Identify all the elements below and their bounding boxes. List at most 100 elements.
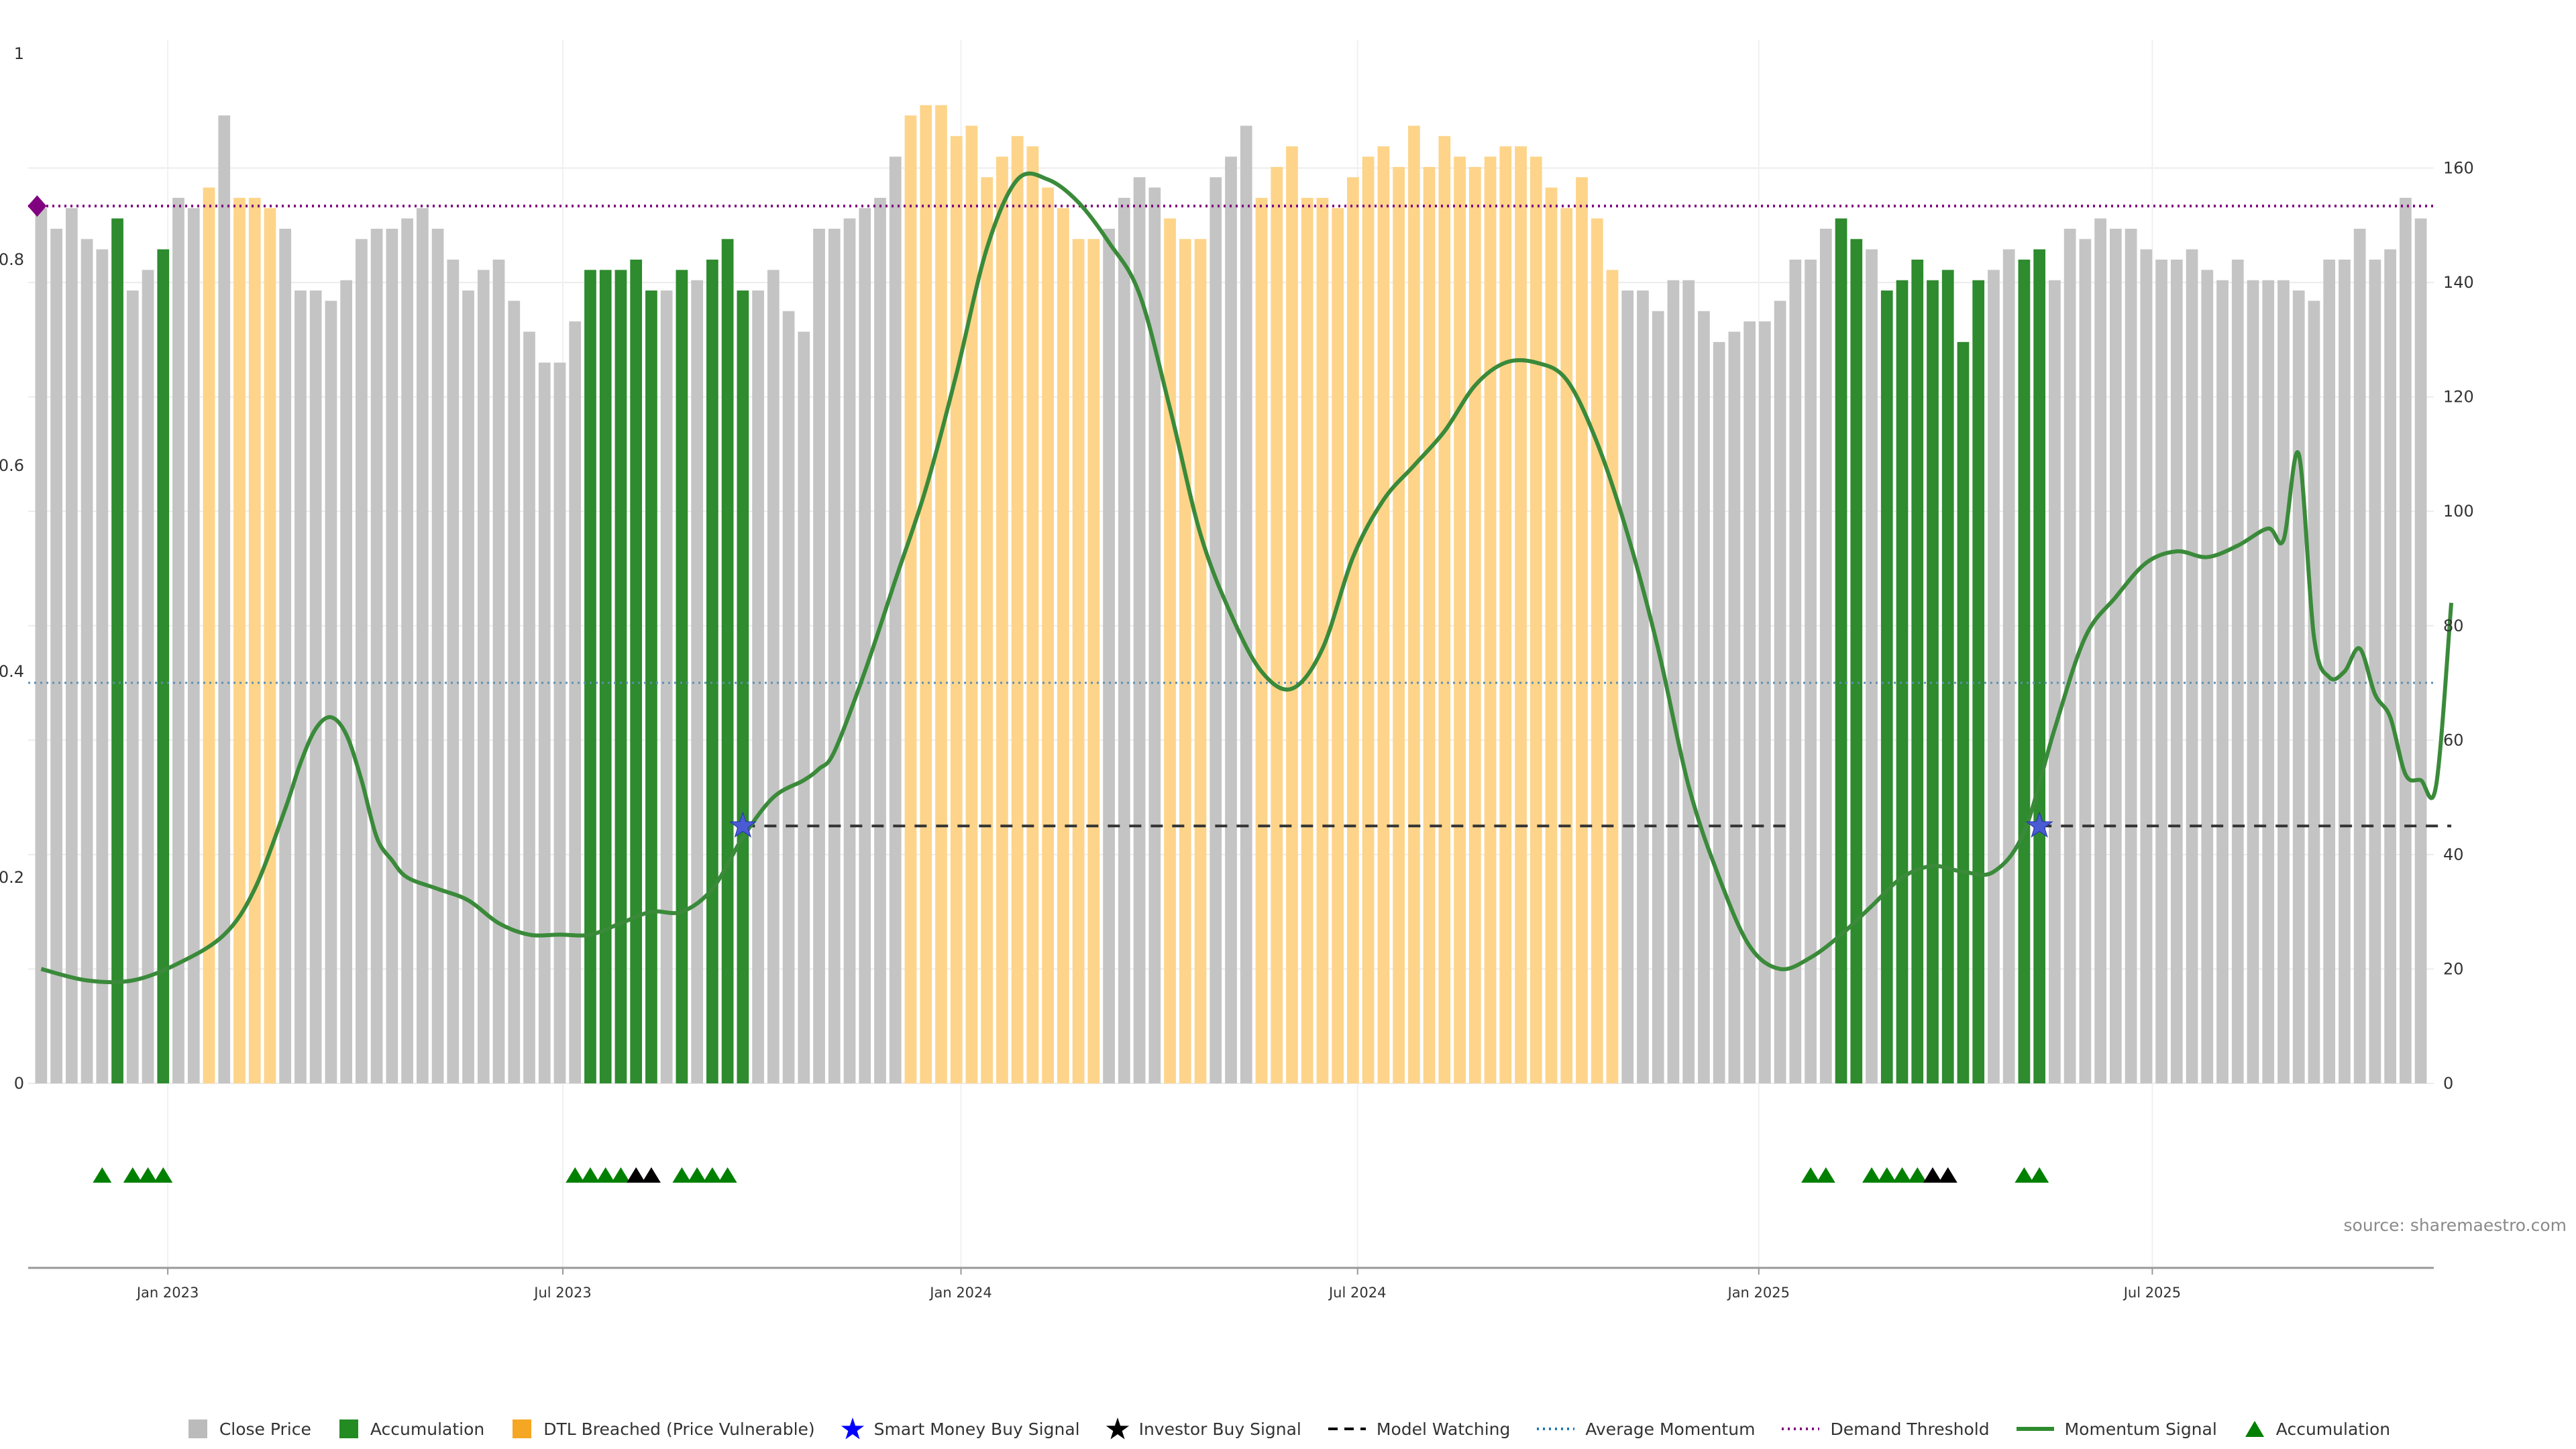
legend-swatch-line [2016,1427,2054,1431]
x-axis-tick-label: Jul 2024 [1328,1285,1386,1301]
close-price-bar [859,208,871,1083]
legend-swatch-dash [1328,1428,1366,1430]
legend-label: Momentum Signal [2064,1419,2217,1439]
legend-item: Investor Buy Signal [1106,1417,1301,1441]
dtl-breached-bar [1271,166,1283,1084]
accumulation-bar [630,260,643,1083]
right-axis-tick-label: 40 [2443,845,2464,864]
dtl-breached-bar [248,197,261,1083]
close-price-bar [752,290,764,1083]
investor-marker [1938,1167,1957,1183]
close-price-bar [1988,270,2000,1084]
accumulation-bar [1957,341,1970,1083]
close-price-bar [187,208,200,1083]
close-price-bar [172,197,184,1083]
close-price-bar [96,249,109,1083]
legend-label: Accumulation [2275,1419,2391,1439]
source-note: source: sharemaestro.com [2343,1216,2567,1235]
close-price-bar [1774,301,1786,1083]
legend-label: Demand Threshold [1830,1419,1990,1439]
right-axis-tick-label: 20 [2443,959,2464,978]
close-price-bar [1621,290,1634,1083]
close-price-bar [2216,280,2229,1084]
close-price-bar [2094,218,2106,1084]
right-axis-tick-label: 0 [2443,1074,2453,1093]
dtl-breached-bar [1438,136,1451,1083]
legend-swatch-dot [1537,1428,1575,1430]
accumulation-bar [645,290,657,1083]
accumulation-bar [1927,280,1939,1084]
close-price-bar [1682,280,1695,1084]
investor-marker [627,1167,646,1183]
close-price-bar [80,239,93,1083]
accumulation-bar [584,270,596,1084]
close-price-bar [523,331,535,1084]
right-axis-tick-label: 80 [2443,616,2464,635]
close-price-bar [874,197,886,1083]
close-price-bar [50,228,62,1084]
dtl-breached-bar [1529,156,1542,1083]
close-price-bar [1713,341,1725,1083]
accumulation-bar [1896,280,1909,1084]
close-price-bar [340,280,353,1084]
accumulation-marker [2015,1167,2034,1183]
close-price-bar [828,228,841,1084]
dtl-breached-bar [1301,197,1313,1083]
close-price-bar [1118,197,1130,1083]
close-price-bar [126,290,139,1083]
legend-swatch-star [841,1417,864,1440]
dtl-breached-bar [935,105,947,1083]
close-price-bar [1758,321,1771,1084]
accumulation-bar [676,270,688,1084]
close-price-bar [447,260,460,1083]
dtl-breached-bar [1011,136,1024,1083]
close-price-bar [325,301,337,1083]
dtl-breached-bar [1179,239,1191,1083]
close-price-bar [142,270,154,1084]
legend-item: Model Watching [1327,1417,1510,1441]
close-price-bar [1819,228,1832,1084]
accumulation-bar [1880,290,1893,1083]
axes: 0 0.2 0.4 0.6 0.8 1 0 20 40 60 80 100 120 140 160 Jan 2… [0,44,2474,1301]
close-price-bar [2247,280,2259,1084]
momentum-layer [40,171,2454,985]
dtl-breached-bar [1347,177,1359,1084]
close-price-bar [538,362,551,1083]
close-price-bar [309,290,322,1083]
accumulation-bar [1835,218,1847,1084]
dtl-breached-bar [1026,146,1039,1083]
left-axis-tick-label: 0.2 [0,868,24,887]
close-price-bar [1148,187,1161,1083]
close-price-bar [1667,280,1680,1084]
dtl-breached-bar [1515,146,1527,1083]
x-axis-tick-label: Jul 2023 [533,1285,591,1301]
accumulation-marker [138,1167,158,1183]
dtl-breached-bar [1332,208,1344,1083]
close-price-bar [660,290,673,1083]
close-price-bar [1743,321,1756,1084]
accumulation-marker [702,1167,722,1183]
smart-money-buy-star [729,811,757,838]
accumulation-bar [1911,260,1924,1083]
close-price-bar [2292,290,2305,1083]
accumulation-bar [2018,260,2031,1083]
accumulation-bar [1850,239,1863,1083]
accumulation-bar [721,239,734,1083]
close-price-bar [2155,260,2167,1083]
close-price-bar [2079,239,2092,1083]
close-price-bar [279,228,292,1084]
dtl-breached-bar [920,105,932,1083]
dtl-breached-bar [1362,156,1375,1083]
legend-label: DTL Breached (Price Vulnerable) [543,1419,815,1439]
close-price-bar [1210,177,1222,1084]
close-price-bar [2140,249,2153,1083]
right-axis-tick-label: 140 [2443,273,2474,292]
close-price-bar [782,311,795,1083]
accumulation-marker [1877,1167,1896,1183]
dtl-breached-bar [1468,166,1481,1084]
dtl-breached-bar [233,197,246,1083]
dtl-breached-bar [1407,125,1420,1084]
accumulation-bar [599,270,612,1084]
close-price-bar [2201,270,2214,1084]
